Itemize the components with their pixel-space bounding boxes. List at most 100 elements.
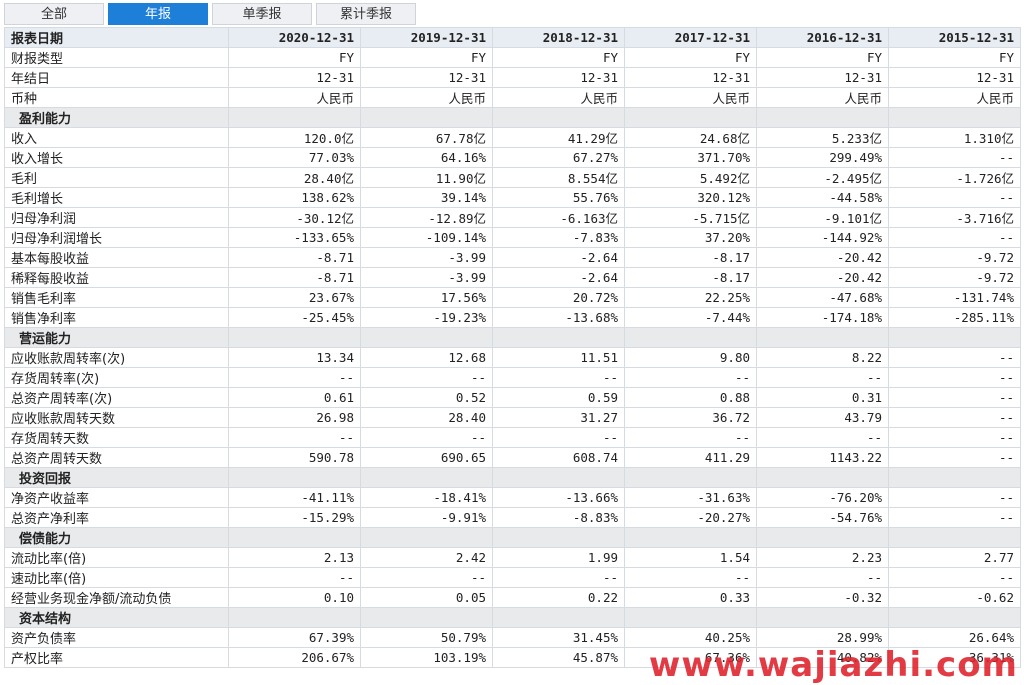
cell: -1.726亿 xyxy=(888,167,1021,188)
section-cell xyxy=(624,467,757,488)
cell: 12-31 xyxy=(756,67,889,88)
table-row: 总资产周转率(次) 0.61 0.52 0.59 0.88 0.31 -- xyxy=(4,387,1021,408)
cell: 20.72% xyxy=(492,287,625,308)
section-cell xyxy=(888,467,1021,488)
table-row: 币种 人民币 人民币 人民币 人民币 人民币 人民币 xyxy=(4,87,1021,108)
tab[interactable]: 单季报 xyxy=(212,3,312,25)
data-table: 报表日期 2020-12-31 2019-12-31 2018-12-31 2017-1… xyxy=(4,27,1021,668)
cell: -- xyxy=(756,567,889,588)
cell: 人民币 xyxy=(624,87,757,108)
cell: 9.80 xyxy=(624,347,757,368)
table-row: 流动比率(倍) 2.13 2.42 1.99 1.54 2.23 2.77 xyxy=(4,547,1021,568)
cell: -9.101亿 xyxy=(756,207,889,228)
section-cell xyxy=(228,467,361,488)
cell: -- xyxy=(888,427,1021,448)
cell: -- xyxy=(756,367,889,388)
row-label: 毛利 xyxy=(4,167,229,188)
row-label: 流动比率(倍) xyxy=(4,547,229,568)
tab[interactable]: 累计季报 xyxy=(316,3,416,25)
cell: 608.74 xyxy=(492,447,625,468)
cell: 8.554亿 xyxy=(492,167,625,188)
cell: -- xyxy=(624,367,757,388)
cell: 41.29亿 xyxy=(492,127,625,148)
cell: -- xyxy=(228,567,361,588)
cell: -30.12亿 xyxy=(228,207,361,228)
section-title: 投资回报 xyxy=(4,467,229,488)
cell: 2019-12-31 xyxy=(360,27,493,48)
section-cell xyxy=(228,527,361,548)
cell: -- xyxy=(888,567,1021,588)
table-row: 毛利增长 138.62% 39.14% 55.76% 320.12% -44.58% -- xyxy=(4,187,1021,208)
cell: 206.67% xyxy=(228,647,361,668)
cell: 28.40 xyxy=(360,407,493,428)
cell: 690.65 xyxy=(360,447,493,468)
section-row: 盈利能力 xyxy=(4,107,1021,128)
cell: 77.03% xyxy=(228,147,361,168)
section-cell xyxy=(492,527,625,548)
table-row: 资产负债率 67.39% 50.79% 31.45% 40.25% 28.99% 26.64… xyxy=(4,627,1021,648)
row-label: 销售净利率 xyxy=(4,307,229,328)
section-cell xyxy=(888,607,1021,628)
section-cell xyxy=(756,467,889,488)
cell: 人民币 xyxy=(360,87,493,108)
section-row: 资本结构 xyxy=(4,607,1021,628)
row-label: 总资产净利率 xyxy=(4,507,229,528)
cell: -- xyxy=(492,367,625,388)
cell: 411.29 xyxy=(624,447,757,468)
cell: -- xyxy=(360,427,493,448)
table-row: 净资产收益率 -41.11% -18.41% -13.66% -31.63% -76.20… xyxy=(4,487,1021,508)
table-row: 毛利 28.40亿 11.90亿 8.554亿 5.492亿 -2.495亿 -1.726亿 xyxy=(4,167,1021,188)
cell: 12-31 xyxy=(360,67,493,88)
cell: -20.42 xyxy=(756,247,889,268)
cell: 40.82% xyxy=(756,647,889,668)
section-title: 资本结构 xyxy=(4,607,229,628)
cell: -9.72 xyxy=(888,267,1021,288)
cell: 371.70% xyxy=(624,147,757,168)
cell: -20.27% xyxy=(624,507,757,528)
cell: 67.39% xyxy=(228,627,361,648)
row-label: 速动比率(倍) xyxy=(4,567,229,588)
table-row: 销售毛利率 23.67% 17.56% 20.72% 22.25% -47.68% -131… xyxy=(4,287,1021,308)
row-label: 归母净利润增长 xyxy=(4,227,229,248)
section-cell xyxy=(228,607,361,628)
row-label: 基本每股收益 xyxy=(4,247,229,268)
cell: 2.13 xyxy=(228,547,361,568)
cell: 0.33 xyxy=(624,587,757,608)
cell: 0.61 xyxy=(228,387,361,408)
cell: 2020-12-31 xyxy=(228,27,361,48)
section-cell xyxy=(624,107,757,128)
tab[interactable]: 年报 xyxy=(108,3,208,25)
cell: -- xyxy=(360,367,493,388)
section-title: 偿债能力 xyxy=(4,527,229,548)
cell: 0.10 xyxy=(228,587,361,608)
row-label: 币种 xyxy=(4,87,229,108)
cell: -- xyxy=(888,367,1021,388)
section-cell xyxy=(888,327,1021,348)
section-cell xyxy=(228,107,361,128)
cell: -76.20% xyxy=(756,487,889,508)
row-label: 收入增长 xyxy=(4,147,229,168)
row-label: 资产负债率 xyxy=(4,627,229,648)
tab[interactable]: 全部 xyxy=(4,3,104,25)
cell: 12-31 xyxy=(492,67,625,88)
cell: -- xyxy=(492,427,625,448)
cell: -144.92% xyxy=(756,227,889,248)
cell: -- xyxy=(888,227,1021,248)
cell: -- xyxy=(228,427,361,448)
cell: 17.56% xyxy=(360,287,493,308)
cell: -- xyxy=(888,347,1021,368)
cell: 人民币 xyxy=(492,87,625,108)
cell: FY xyxy=(888,47,1021,68)
row-label: 总资产周转天数 xyxy=(4,447,229,468)
cell: -18.41% xyxy=(360,487,493,508)
section-cell xyxy=(360,467,493,488)
cell: 0.22 xyxy=(492,587,625,608)
cell: FY xyxy=(624,47,757,68)
section-cell xyxy=(888,527,1021,548)
table-row: 财报类型 FY FY FY FY FY FY xyxy=(4,47,1021,68)
cell: 299.49% xyxy=(756,147,889,168)
table-row: 归母净利润 -30.12亿 -12.89亿 -6.163亿 -5.715亿 -9.101亿… xyxy=(4,207,1021,228)
cell: -- xyxy=(360,567,493,588)
cell: 11.51 xyxy=(492,347,625,368)
cell: -3.716亿 xyxy=(888,207,1021,228)
